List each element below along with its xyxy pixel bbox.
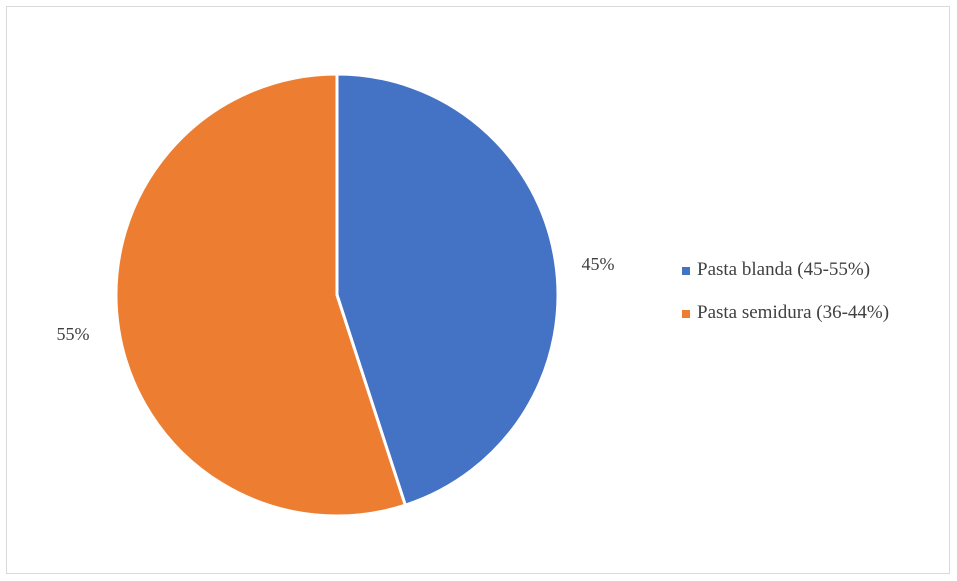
legend-swatch-2 <box>682 310 690 318</box>
data-label-1: 45% <box>582 254 615 274</box>
legend: Pasta blanda (45-55%) Pasta semidura (36-… <box>682 259 889 323</box>
pie-slice-2 <box>114 72 407 518</box>
data-labels: 45% 55% <box>57 254 615 344</box>
legend-label-2: Pasta semidura (36-44%) <box>697 302 889 323</box>
pie-slice-1 <box>335 72 560 507</box>
pie-slices <box>114 72 560 518</box>
legend-swatch-1 <box>682 267 690 275</box>
legend-label-1: Pasta blanda (45-55%) <box>697 259 870 280</box>
data-label-2: 55% <box>57 324 90 344</box>
